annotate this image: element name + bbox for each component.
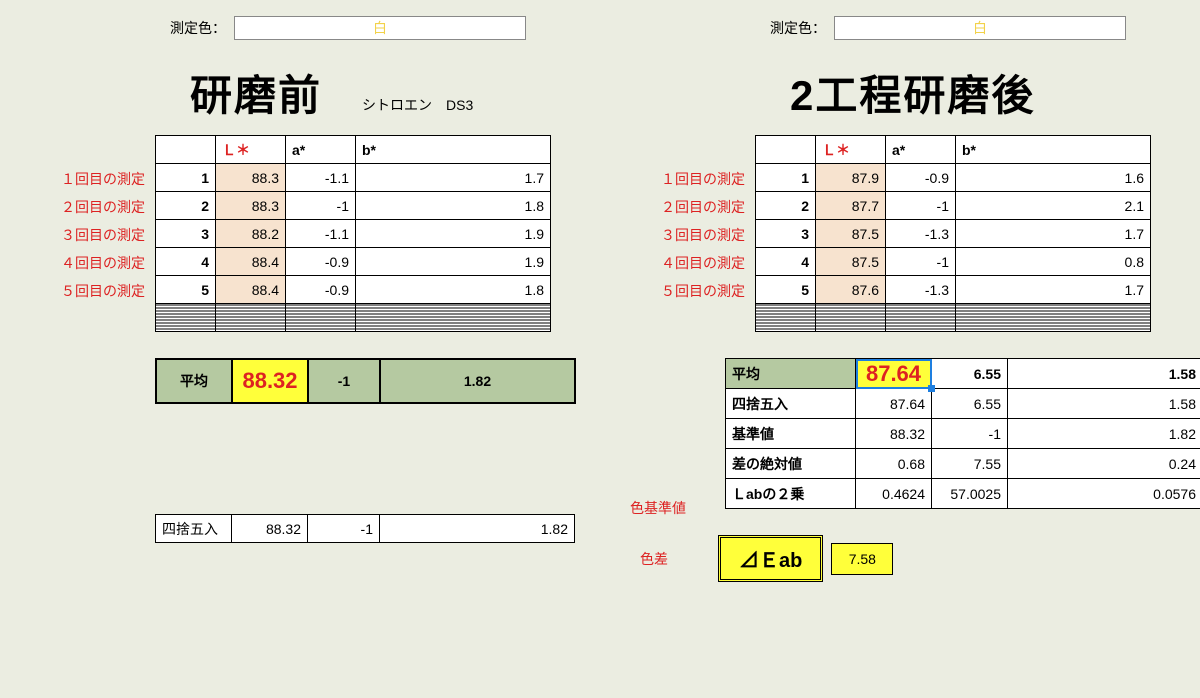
row-label: ３回目の測定 bbox=[10, 221, 155, 249]
deab-row: 色差 ⊿Ｅab 7.58 bbox=[640, 535, 1200, 582]
avg-label: 平均 bbox=[156, 359, 232, 403]
hatch-row bbox=[156, 304, 551, 332]
col-L-header: Ｌ＊ bbox=[216, 136, 286, 164]
meas-color-field[interactable]: 白 bbox=[234, 16, 526, 40]
col-b-header: b* bbox=[356, 136, 551, 164]
col-a-header: a* bbox=[286, 136, 356, 164]
row-labels: １回目の測定 ２回目の測定 ３回目の測定 ４回目の測定 ５回目の測定 bbox=[10, 135, 155, 305]
avg-b[interactable]: 1.82 bbox=[380, 359, 575, 403]
hatch-row bbox=[756, 304, 1151, 332]
row-label: ３回目の測定 bbox=[610, 221, 755, 249]
table-row: 187.9-0.91.6 bbox=[756, 164, 1151, 192]
avg-label: 平均 bbox=[726, 359, 856, 389]
col-a-header: a* bbox=[886, 136, 956, 164]
table-after: Ｌ＊ a* b* 187.9-0.91.6 287.7-12.1 387.5-1… bbox=[755, 135, 1151, 332]
round-before: 四捨五入 88.32 -1 1.82 bbox=[155, 514, 575, 543]
avg-L[interactable]: 88.32 bbox=[232, 359, 308, 403]
table-before: Ｌ＊ a* b* 188.3-1.11.7 288.3-11.8 388.2-1… bbox=[155, 135, 551, 332]
deab-symbol: ⊿Ｅab bbox=[718, 535, 823, 582]
selection-handle[interactable] bbox=[928, 385, 935, 392]
meas-color-field[interactable]: 白 bbox=[834, 16, 1126, 40]
detail-after: 平均 87.64 6.55 1.58 四捨五入 87.64 6.55 1.58 … bbox=[725, 358, 1200, 509]
title-after: 2工程研磨後 bbox=[790, 62, 1035, 123]
row-label: １回目の測定 bbox=[10, 165, 155, 193]
subtitle: シトロエン DS3 bbox=[362, 95, 473, 115]
meas-color-label: 測定色： bbox=[170, 18, 226, 38]
deab-value[interactable]: 7.58 bbox=[831, 543, 893, 575]
table-row: 388.2-1.11.9 bbox=[156, 220, 551, 248]
table-row: 488.4-0.91.9 bbox=[156, 248, 551, 276]
table-row: 588.4-0.91.8 bbox=[156, 276, 551, 304]
row-label: ４回目の測定 bbox=[610, 249, 755, 277]
table-row: 188.3-1.11.7 bbox=[156, 164, 551, 192]
col-idx-header bbox=[756, 136, 816, 164]
table-row: 587.6-1.31.7 bbox=[756, 276, 1151, 304]
table-row: 287.7-12.1 bbox=[756, 192, 1151, 220]
row-label: ５回目の測定 bbox=[10, 277, 155, 305]
row-label: ２回目の測定 bbox=[10, 193, 155, 221]
row-label: ４回目の測定 bbox=[10, 249, 155, 277]
round-label: 四捨五入 bbox=[156, 515, 232, 543]
row-labels: １回目の測定 ２回目の測定 ３回目の測定 ４回目の測定 ５回目の測定 bbox=[610, 135, 755, 305]
table-row: 487.5-10.8 bbox=[756, 248, 1151, 276]
row-label: ２回目の測定 bbox=[610, 193, 755, 221]
meas-color-label: 測定色： bbox=[770, 18, 826, 38]
panel-after: 測定色： 白 2工程研磨後 １回目の測定 ２回目の測定 ３回目の測定 ４回目の測… bbox=[610, 10, 1200, 582]
col-b-header: b* bbox=[956, 136, 1151, 164]
avg-a[interactable]: -1 bbox=[308, 359, 380, 403]
avg-L-selected[interactable]: 87.64 bbox=[856, 359, 932, 389]
title-before: 研磨前 bbox=[190, 62, 322, 123]
ref-side-label: 色基準値 bbox=[630, 498, 686, 518]
panel-before: 測定色： 白 研磨前 シトロエン DS3 １回目の測定 ２回目の測定 ３回目の測… bbox=[10, 10, 610, 543]
col-L-header: Ｌ＊ bbox=[816, 136, 886, 164]
deab-label: 色差 bbox=[640, 549, 668, 569]
table-row: 387.5-1.31.7 bbox=[756, 220, 1151, 248]
avg-before: 平均 88.32 -1 1.82 bbox=[155, 358, 576, 404]
row-label: １回目の測定 bbox=[610, 165, 755, 193]
table-row: 288.3-11.8 bbox=[156, 192, 551, 220]
col-idx-header bbox=[156, 136, 216, 164]
row-label: ５回目の測定 bbox=[610, 277, 755, 305]
